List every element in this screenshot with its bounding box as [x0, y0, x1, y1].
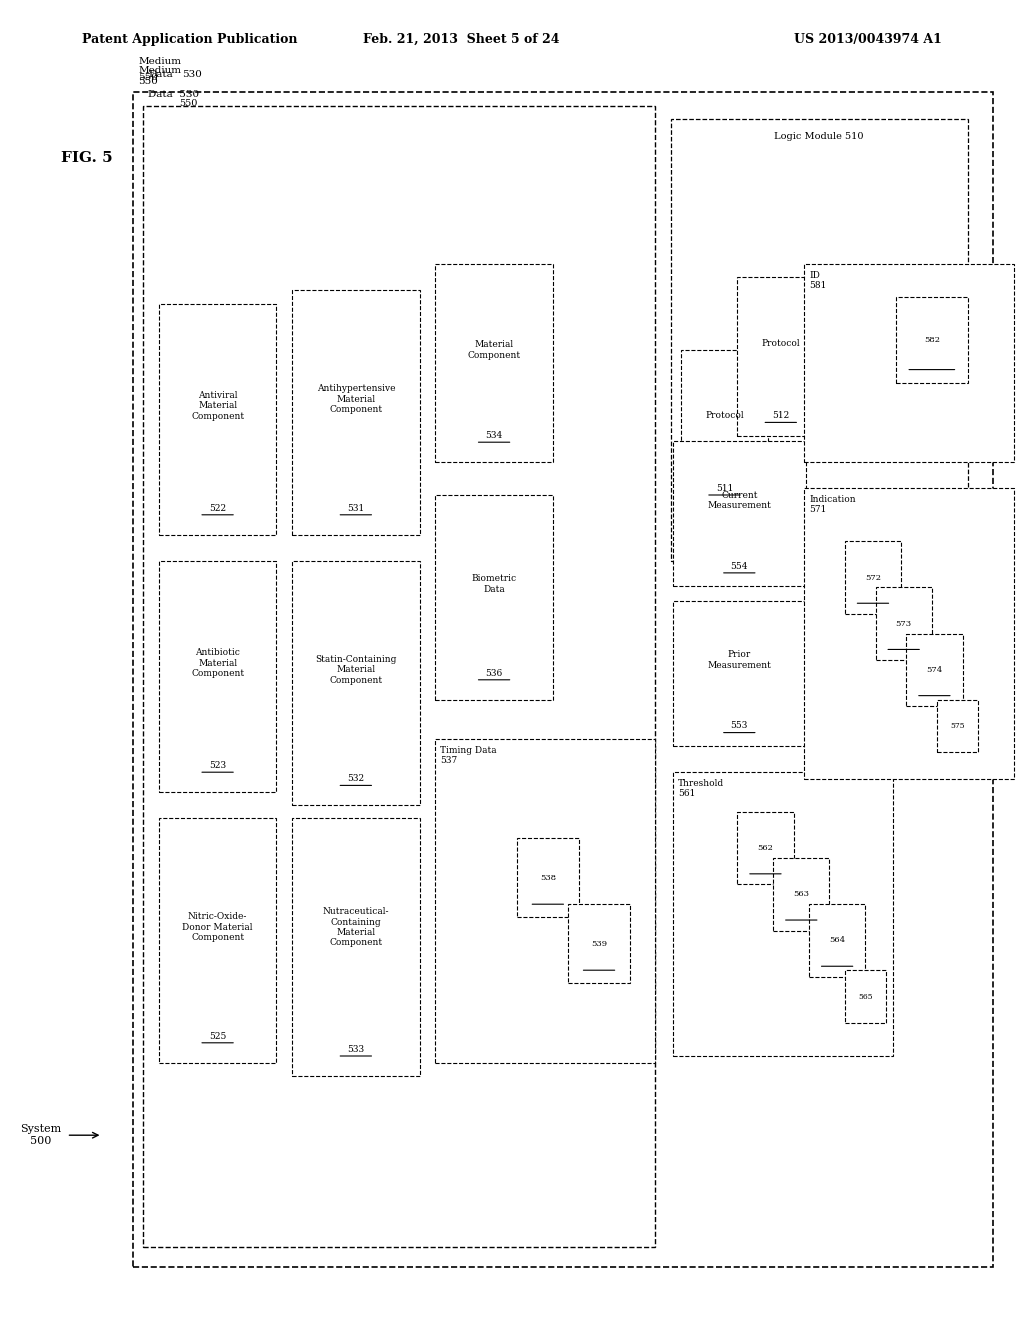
Polygon shape — [159, 304, 276, 535]
Text: FIG. 5: FIG. 5 — [61, 152, 113, 165]
Polygon shape — [673, 601, 806, 746]
Polygon shape — [937, 700, 978, 752]
Polygon shape — [845, 541, 901, 614]
Text: Patent Application Publication: Patent Application Publication — [82, 33, 297, 46]
Polygon shape — [292, 290, 420, 535]
Polygon shape — [292, 818, 420, 1076]
Text: Biometric
Data: Biometric Data — [471, 574, 517, 594]
Text: 525: 525 — [209, 1032, 226, 1040]
Text: 522: 522 — [209, 504, 226, 512]
Polygon shape — [292, 561, 420, 805]
Text: Medium: Medium — [138, 57, 181, 66]
Polygon shape — [435, 495, 553, 700]
Text: 565: 565 — [858, 993, 872, 1001]
Text: Logic Module 510: Logic Module 510 — [774, 132, 864, 141]
Polygon shape — [773, 858, 829, 931]
Polygon shape — [906, 634, 963, 706]
Text: 532: 532 — [347, 775, 365, 783]
Polygon shape — [896, 297, 968, 383]
Polygon shape — [809, 904, 865, 977]
Text: Antiviral
Material
Component: Antiviral Material Component — [191, 391, 244, 421]
Text: 511: 511 — [716, 484, 733, 492]
Polygon shape — [845, 970, 886, 1023]
Text: Prior
Measurement: Prior Measurement — [708, 651, 771, 669]
Polygon shape — [681, 350, 768, 508]
Text: Feb. 21, 2013  Sheet 5 of 24: Feb. 21, 2013 Sheet 5 of 24 — [362, 33, 559, 46]
Text: 539: 539 — [591, 940, 607, 948]
Text: 563: 563 — [794, 890, 809, 899]
Text: 554: 554 — [730, 562, 749, 570]
Text: Antibiotic
Material
Component: Antibiotic Material Component — [191, 648, 244, 678]
Text: Nitric-Oxide-
Donor Material
Component: Nitric-Oxide- Donor Material Component — [182, 912, 253, 942]
Text: Statin-Containing
Material
Component: Statin-Containing Material Component — [315, 655, 396, 685]
Polygon shape — [159, 561, 276, 792]
Polygon shape — [671, 119, 968, 561]
Text: 531: 531 — [347, 504, 365, 512]
Text: 538: 538 — [540, 874, 556, 882]
Text: 575: 575 — [950, 722, 965, 730]
Polygon shape — [673, 772, 893, 1056]
Text: 550: 550 — [138, 73, 158, 82]
Text: 564: 564 — [829, 936, 845, 945]
Polygon shape — [517, 838, 579, 917]
Polygon shape — [159, 818, 276, 1063]
Polygon shape — [876, 587, 932, 660]
Polygon shape — [568, 904, 630, 983]
Text: 582: 582 — [924, 335, 940, 345]
Text: Data  530: Data 530 — [148, 90, 200, 99]
Text: Nutraceutical-
Containing
Material
Component: Nutraceutical- Containing Material Compo… — [323, 907, 389, 948]
Text: 572: 572 — [865, 573, 881, 582]
Polygon shape — [673, 441, 806, 586]
Text: Current
Measurement: Current Measurement — [708, 491, 771, 510]
Polygon shape — [737, 277, 824, 436]
Text: ID
581: ID 581 — [809, 271, 826, 290]
Text: Medium
550: Medium 550 — [138, 66, 181, 86]
Polygon shape — [804, 488, 1014, 779]
Text: 553: 553 — [731, 722, 748, 730]
Text: Protocol: Protocol — [762, 339, 800, 347]
Text: 523: 523 — [209, 762, 226, 770]
Text: 562: 562 — [758, 843, 773, 853]
Text: System
500: System 500 — [20, 1125, 61, 1146]
Text: 533: 533 — [347, 1045, 365, 1053]
Text: 512: 512 — [772, 412, 790, 420]
Text: US 2013/0043974 A1: US 2013/0043974 A1 — [795, 33, 942, 46]
Text: Antihypertensive
Material
Component: Antihypertensive Material Component — [316, 384, 395, 414]
Text: Protocol: Protocol — [706, 412, 743, 420]
Polygon shape — [435, 264, 553, 462]
Text: 574: 574 — [927, 665, 942, 675]
Text: 573: 573 — [896, 619, 911, 628]
Text: 530: 530 — [182, 70, 202, 79]
Text: Data: Data — [148, 70, 173, 79]
Polygon shape — [804, 264, 1014, 462]
Text: Timing Data
537: Timing Data 537 — [440, 746, 497, 766]
Text: Material
Component: Material Component — [468, 341, 520, 359]
Polygon shape — [435, 739, 655, 1063]
Text: Indication
571: Indication 571 — [809, 495, 856, 515]
Polygon shape — [737, 812, 794, 884]
Text: 550: 550 — [179, 99, 198, 108]
Text: Threshold
561: Threshold 561 — [678, 779, 724, 799]
Text: 536: 536 — [485, 669, 503, 677]
Text: 534: 534 — [485, 432, 503, 440]
